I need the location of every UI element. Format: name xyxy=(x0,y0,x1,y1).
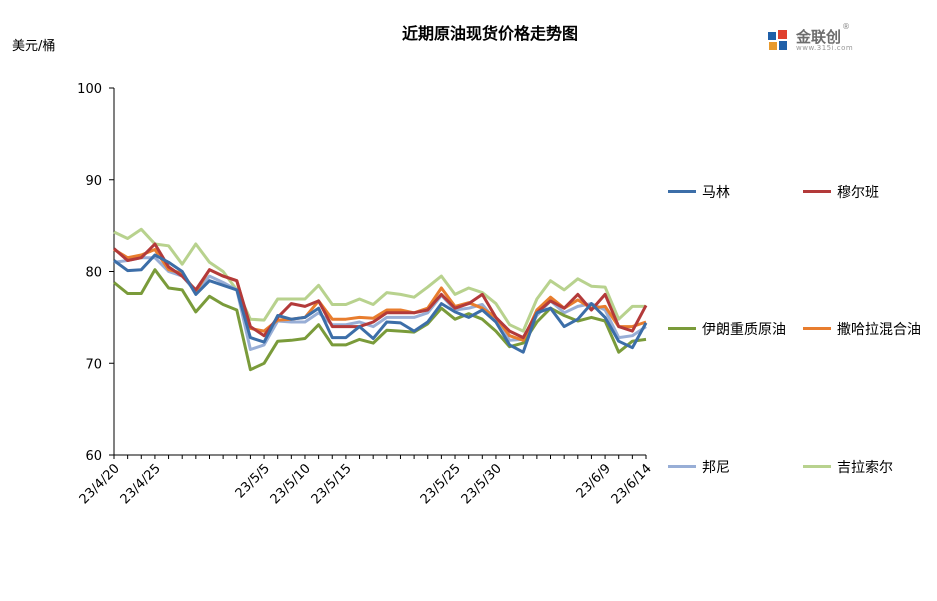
logo-text: 金联创 xyxy=(796,28,842,46)
series-line xyxy=(113,227,646,333)
legend-swatch xyxy=(803,465,831,468)
legend-swatch xyxy=(668,465,696,468)
legend-label: 撒哈拉混合油 xyxy=(837,322,921,338)
series-line xyxy=(113,242,648,340)
y-tick-label: 70 xyxy=(85,357,102,372)
x-tick-label: 23/6/9 xyxy=(574,461,614,501)
x-tick-label: 23/5/30 xyxy=(459,461,505,507)
series-line xyxy=(113,268,647,372)
legend-swatch xyxy=(668,190,696,193)
x-tick-label: 23/5/25 xyxy=(418,461,464,507)
logo-mark-icon xyxy=(768,30,787,50)
logo-url: www.315i.com xyxy=(796,44,854,52)
y-tick-label: 90 xyxy=(85,174,102,189)
x-tick-label: 23/5/10 xyxy=(268,461,314,507)
legend-swatch xyxy=(803,190,831,193)
x-tick-label: 23/4/25 xyxy=(118,461,164,507)
x-tick-label: 23/5/15 xyxy=(309,461,355,507)
legend-label: 邦尼 xyxy=(702,460,730,476)
y-tick-label: 80 xyxy=(85,266,102,281)
series-line xyxy=(113,256,647,351)
brand-logo: 金联创 ® www.315i.com xyxy=(766,22,856,54)
legend-label: 伊朗重质原油 xyxy=(702,322,786,338)
logo-registered-mark: ® xyxy=(842,22,850,31)
chart-title: 近期原油现货价格走势图 xyxy=(401,24,578,43)
legend-label: 穆尔班 xyxy=(837,185,879,201)
legend-swatch xyxy=(803,327,831,330)
x-tick-label: 23/5/5 xyxy=(233,461,273,501)
legend-label: 吉拉索尔 xyxy=(837,460,893,476)
y-axis-unit: 美元/桶 xyxy=(12,39,56,54)
legend-swatch xyxy=(668,327,696,330)
y-tick-label: 100 xyxy=(77,82,102,97)
series-line xyxy=(113,253,648,354)
x-tick-label: 23/4/20 xyxy=(77,461,123,507)
y-tick-label: 60 xyxy=(85,449,102,464)
x-tick-label: 23/6/14 xyxy=(609,461,655,507)
legend-label: 马林 xyxy=(702,185,730,201)
